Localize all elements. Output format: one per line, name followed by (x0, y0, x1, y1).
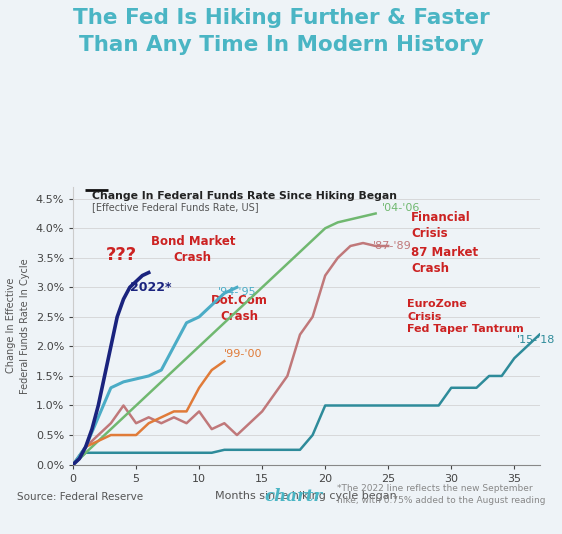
Text: 87 Market
Crash: 87 Market Crash (411, 246, 478, 275)
Text: [Effective Federal Funds Rate, US]: [Effective Federal Funds Rate, US] (92, 202, 259, 212)
Text: '94-'95: '94-'95 (218, 287, 257, 297)
X-axis label: Months since hiking cycle began: Months since hiking cycle began (215, 491, 397, 500)
Text: *The 2022 line reflects the new September
hike, with 0.75% added to the August r: *The 2022 line reflects the new Septembe… (337, 484, 546, 505)
Text: Than Any Time In Modern History: Than Any Time In Modern History (79, 35, 483, 54)
Text: '04-'06: '04-'06 (382, 202, 420, 213)
Text: 2022*: 2022* (130, 281, 171, 294)
Y-axis label: Change In Effective
Federal Funds Rate In Cycle: Change In Effective Federal Funds Rate I… (6, 258, 30, 394)
Text: ???: ??? (106, 246, 137, 264)
Text: The Fed Is Hiking Further & Faster: The Fed Is Hiking Further & Faster (72, 8, 490, 28)
Text: Change In Federal Funds Rate Since Hiking Began: Change In Federal Funds Rate Since Hikin… (92, 191, 397, 201)
Text: Financial
Crisis: Financial Crisis (411, 210, 471, 240)
Text: '15-'18: '15-'18 (517, 335, 555, 344)
Text: Dot.Com
Crash: Dot.Com Crash (211, 294, 268, 323)
Text: Bond Market
Crash: Bond Market Crash (151, 235, 235, 264)
Text: EuroZone
Crisis
Fed Taper Tantrum: EuroZone Crisis Fed Taper Tantrum (407, 299, 524, 334)
Text: '99-'00: '99-'00 (224, 349, 263, 359)
Text: chartr: chartr (264, 488, 322, 505)
Text: Source: Federal Reserve: Source: Federal Reserve (17, 492, 143, 502)
Text: '87-'89: '87-'89 (373, 241, 412, 251)
